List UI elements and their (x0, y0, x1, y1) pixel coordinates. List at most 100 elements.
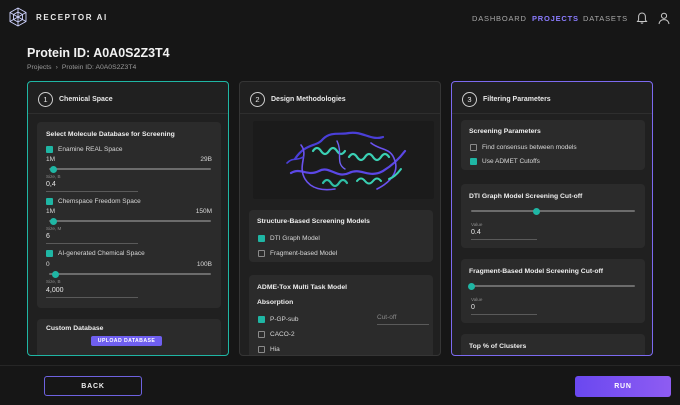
ai-generated-slider-thumb[interactable] (51, 270, 59, 278)
input-underline (471, 314, 537, 315)
protein-structure-image (253, 121, 434, 199)
panel-design-header: 2 Design Methodologies (250, 91, 346, 107)
dti-slider-thumb[interactable] (533, 207, 541, 215)
panel-chemical-space-header: 1 Chemical Space (38, 91, 113, 107)
user-icon[interactable] (657, 11, 671, 25)
step-number: 2 (250, 91, 265, 107)
size-label: Size, B (46, 174, 61, 179)
breadcrumb: Projects › Protein ID: A0A0S2Z3T4 (27, 64, 136, 71)
enamine-checkbox[interactable] (46, 146, 53, 153)
card-title: DTI Graph Model Screening Cut-off (469, 193, 583, 200)
option-label: Find consensus between models (482, 144, 577, 151)
fragment-value-input[interactable]: 0 (471, 304, 475, 311)
card-title: Custom Database (46, 325, 104, 332)
fragment-slider-thumb[interactable] (467, 282, 475, 290)
panel-chemical-space: 1 Chemical Space Select Molecule Databas… (27, 81, 229, 356)
input-underline (46, 191, 138, 192)
nav-projects[interactable]: PROJECTS (532, 14, 579, 23)
chemspace-checkbox[interactable] (46, 198, 53, 205)
ai-generated-size-input[interactable]: 4,000 (46, 287, 64, 294)
range-max: 150M (195, 208, 212, 215)
panel-title: Chemical Space (59, 95, 113, 103)
admet-card: ADME-Tox Multi Task Model Absorption P-G… (249, 275, 433, 355)
range-min: 1M (46, 156, 56, 163)
nav-dashboard[interactable]: DASHBOARD (472, 14, 527, 23)
enamine-slider-track[interactable] (49, 168, 211, 170)
input-underline (377, 324, 429, 325)
value-label: Value (471, 297, 483, 302)
panel-filtering-header: 3 Filtering Parameters (462, 91, 551, 107)
input-underline (471, 239, 537, 240)
screening-parameters-card: Screening Parameters Find consensus betw… (461, 120, 645, 170)
consensus-checkbox[interactable] (470, 144, 477, 151)
hia-checkbox[interactable] (258, 346, 265, 353)
structure-models-card: Structure-Based Screening Models DTI Gra… (249, 210, 433, 262)
ai-generated-slider-track[interactable] (49, 273, 211, 275)
footer-divider (0, 365, 680, 366)
admet-cutoffs-checkbox[interactable] (470, 158, 477, 165)
upload-database-button[interactable]: UPLOAD DATABASE (91, 336, 162, 346)
value-label: Value (471, 222, 483, 227)
dti-cutoff-card: DTI Graph Model Screening Cut-off Value … (461, 184, 645, 248)
nav-datasets[interactable]: DATASETS (583, 14, 628, 23)
pgp-sub-checkbox[interactable] (258, 316, 265, 323)
run-button[interactable]: RUN (575, 376, 671, 397)
size-label: Size, B (46, 279, 61, 284)
cutoff-input[interactable]: Cut-off (377, 314, 397, 321)
dti-slider-track[interactable] (471, 210, 635, 212)
bell-icon[interactable] (635, 11, 649, 25)
top-bar: RECEPTOR AI DASHBOARD PROJECTS DATASETS (0, 0, 680, 36)
chevron-right-icon: › (55, 64, 58, 71)
model-label: Fragment-based Model (270, 250, 338, 257)
card-title: Select Molecule Database for Screening (46, 131, 175, 138)
chemspace-size-input[interactable]: 6 (46, 233, 50, 240)
card-title: Structure-Based Screening Models (257, 218, 370, 225)
molecule-database-card: Select Molecule Database for Screening E… (37, 122, 221, 308)
range-min: 1M (46, 208, 56, 215)
option-label: Use ADMET Cutoffs (482, 158, 540, 165)
divider (452, 113, 652, 114)
range-max: 29B (200, 156, 212, 163)
card-title: Top % of Clusters (469, 343, 527, 350)
card-title: ADME-Tox Multi Task Model (257, 284, 347, 291)
card-title: Fragment-Based Model Screening Cut-off (469, 268, 604, 275)
enamine-size-input[interactable]: 0,4 (46, 181, 56, 188)
database-name: Chemspace Freedom Space (58, 198, 141, 205)
breadcrumb-projects[interactable]: Projects (27, 64, 52, 71)
caco2-checkbox[interactable] (258, 331, 265, 338)
panel-filtering-parameters: 3 Filtering Parameters Screening Paramet… (451, 81, 653, 356)
breadcrumb-current: Protein ID: A0A0S2Z3T4 (61, 64, 137, 71)
dti-graph-checkbox[interactable] (258, 235, 265, 242)
back-button[interactable]: BACK (44, 376, 142, 396)
ai-generated-checkbox[interactable] (46, 250, 53, 257)
absorption-label: Hia (270, 346, 280, 353)
receptor-logo-icon[interactable] (8, 7, 28, 27)
chemspace-slider-track[interactable] (49, 220, 211, 222)
range-min: 0 (46, 261, 50, 268)
enamine-slider-thumb[interactable] (50, 165, 58, 173)
clusters-card: Top % of Clusters (461, 334, 645, 355)
card-title: Screening Parameters (469, 128, 541, 135)
absorption-label: P-GP-sub (270, 316, 299, 323)
model-label: DTI Graph Model (270, 235, 320, 242)
absorption-title: Absorption (257, 299, 294, 306)
input-underline (46, 243, 138, 244)
range-max: 100B (196, 261, 212, 268)
dti-value-input[interactable]: 0.4 (471, 229, 481, 236)
chemspace-slider-thumb[interactable] (50, 217, 58, 225)
fragment-model-checkbox[interactable] (258, 250, 265, 257)
database-name: AI-generated Chemical Space (58, 250, 145, 257)
panel-title: Design Methodologies (271, 95, 346, 103)
fragment-slider-track[interactable] (471, 285, 635, 287)
fragment-cutoff-card: Fragment-Based Model Screening Cut-off V… (461, 259, 645, 323)
size-label: Size, M (46, 226, 62, 231)
panel-title: Filtering Parameters (483, 95, 551, 103)
step-number: 3 (462, 91, 477, 107)
step-number: 1 (38, 91, 53, 107)
absorption-label: CACO-2 (270, 331, 295, 338)
brand-name: RECEPTOR AI (36, 13, 108, 22)
database-name: Enamine REAL Space (58, 146, 123, 153)
page-title: Protein ID: A0A0S2Z3T4 (27, 46, 170, 60)
input-underline (46, 297, 138, 298)
divider (240, 113, 440, 114)
